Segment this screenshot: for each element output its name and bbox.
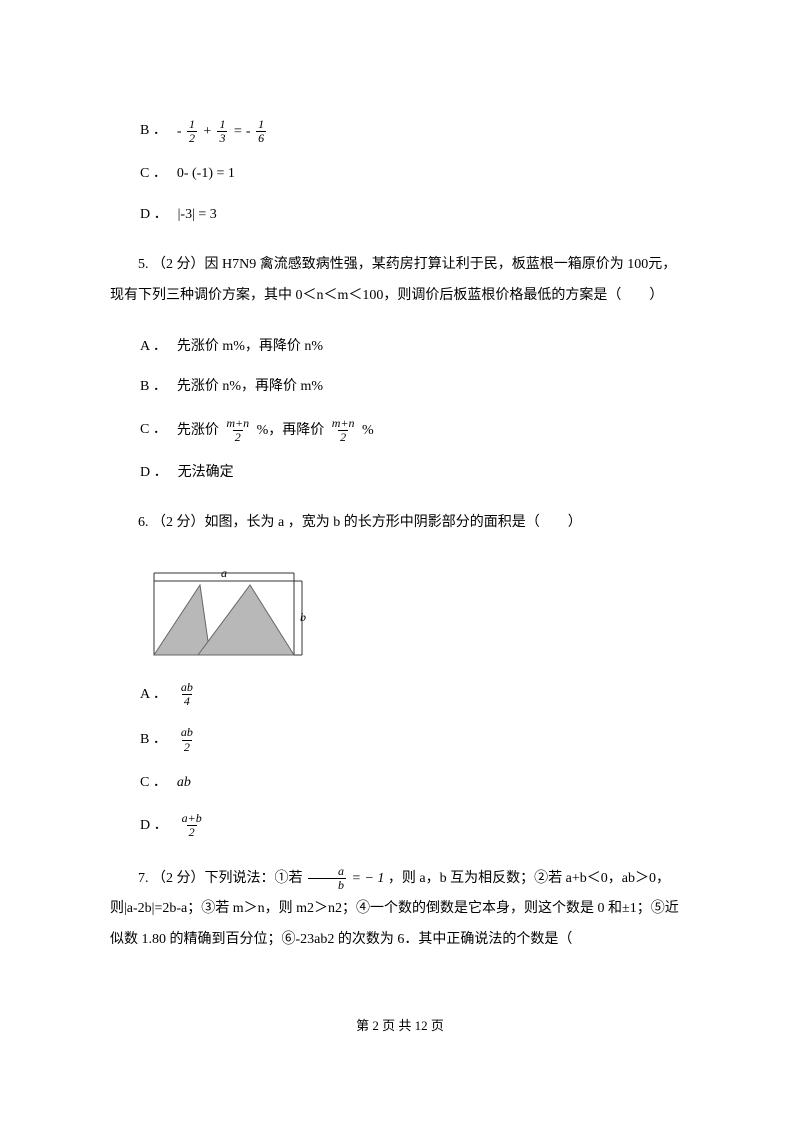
option-label: D ． bbox=[140, 815, 168, 837]
svg-text:a: a bbox=[221, 566, 227, 580]
page-footer: 第 2 页 共 12 页 bbox=[110, 1016, 690, 1037]
math-fraction: ab bbox=[308, 865, 346, 892]
option-text: 无法确定 bbox=[178, 462, 234, 484]
option-label: B ． bbox=[140, 376, 167, 398]
option-label: A ． bbox=[140, 336, 167, 358]
q6-option-a: A ． ab4 bbox=[140, 681, 690, 708]
option-text: 先涨价 m+n2 %，再降价 m+n2 % bbox=[177, 417, 374, 444]
option-label: C ． bbox=[140, 163, 167, 185]
q5-option-d: D ． 无法确定 bbox=[140, 462, 690, 484]
question-6: 6. （2 分）如图，长为 a ，宽为 b 的长方形中阴影部分的面积是（ ） bbox=[110, 508, 690, 539]
q6-option-b: B ． ab2 bbox=[140, 726, 690, 753]
question-5: 5. （2 分）因 H7N9 禽流感致病性强，某药房打算让利于民，板蓝根一箱原价… bbox=[110, 250, 690, 312]
option-text: 先涨价 n%，再降价 m% bbox=[177, 376, 323, 398]
option-label: B ． bbox=[140, 120, 167, 142]
math-expression: ab bbox=[177, 772, 191, 794]
math-expression: - 12 + 13 = - 16 bbox=[177, 118, 268, 145]
q5-option-a: A ． 先涨价 m%，再降价 n% bbox=[140, 336, 690, 358]
q6-option-d: D ． a+b2 bbox=[140, 812, 690, 839]
q6-option-c: C ． ab bbox=[140, 772, 690, 794]
option-label: A ． bbox=[140, 684, 167, 706]
q4-option-c: C ． 0- (-1) = 1 bbox=[140, 163, 690, 185]
option-label: B ． bbox=[140, 729, 167, 751]
q4-option-d: D ． |-3| = 3 bbox=[140, 204, 690, 226]
math-fraction: a+b2 bbox=[180, 812, 204, 839]
math-expression: 0- (-1) = 1 bbox=[177, 163, 235, 185]
svg-text:b: b bbox=[300, 610, 306, 624]
rectangle-shaded-figure: a b bbox=[140, 563, 310, 663]
q6-figure: a b bbox=[140, 563, 690, 663]
option-text: 先涨价 m%，再降价 n% bbox=[177, 336, 323, 358]
q4-option-b: B ． - 12 + 13 = - 16 bbox=[140, 118, 690, 145]
exam-page: B ． - 12 + 13 = - 16 C ． 0- (-1) = 1 D ．… bbox=[0, 0, 800, 1077]
math-fraction: ab4 bbox=[179, 681, 195, 708]
option-label: C ． bbox=[140, 419, 167, 441]
option-label: D ． bbox=[140, 204, 168, 226]
option-label: D ． bbox=[140, 462, 168, 484]
question-7: 7. （2 分）下列说法：①若 ab = − 1 ，则 a，b 互为相反数；②若… bbox=[110, 864, 690, 956]
option-label: C ． bbox=[140, 772, 167, 794]
math-expression: |-3| = 3 bbox=[178, 204, 217, 226]
q5-option-c: C ． 先涨价 m+n2 %，再降价 m+n2 % bbox=[140, 417, 690, 444]
q5-option-b: B ． 先涨价 n%，再降价 m% bbox=[140, 376, 690, 398]
math-fraction: ab2 bbox=[179, 726, 195, 753]
